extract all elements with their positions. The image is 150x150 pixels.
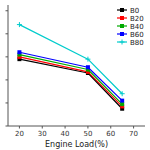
series-line xyxy=(19,57,122,107)
point xyxy=(120,102,124,106)
x-tick xyxy=(65,126,66,129)
legend-label: B20 xyxy=(130,15,144,23)
y-axis xyxy=(8,5,9,126)
legend-label: B60 xyxy=(130,31,144,39)
point xyxy=(17,22,22,27)
x-tick-label: 50 xyxy=(83,130,92,138)
point xyxy=(120,91,125,96)
y-tick xyxy=(6,102,9,103)
x-tick xyxy=(42,126,43,129)
point xyxy=(86,65,90,69)
x-tick-label: 70 xyxy=(129,130,138,138)
legend-marker xyxy=(120,16,124,20)
legend-marker xyxy=(120,32,124,36)
x-tick-label: 60 xyxy=(106,130,115,138)
x-tick-label: 40 xyxy=(61,130,70,138)
legend-label: B40 xyxy=(130,23,144,31)
x-tick xyxy=(133,126,134,129)
x-tick xyxy=(19,126,20,129)
legend-label: B0 xyxy=(130,7,139,15)
x-tick-label: 20 xyxy=(15,130,24,138)
x-axis-label: Engine Load(%) xyxy=(45,140,108,149)
series-line xyxy=(19,52,122,100)
point xyxy=(17,50,21,54)
legend-marker xyxy=(120,8,124,12)
plot-area xyxy=(17,22,125,111)
x-axis xyxy=(8,126,145,127)
x-tick-label: 30 xyxy=(38,130,47,138)
series-line xyxy=(19,25,122,94)
legend: B0B20B40B60B80 xyxy=(117,7,144,47)
x-tick xyxy=(110,126,111,129)
point xyxy=(120,99,124,103)
chart: 20 30 40 50 60 70 Engine Load(%) B0B20B40B60B80 xyxy=(0,0,150,150)
point xyxy=(85,57,90,62)
legend-label: B80 xyxy=(130,39,144,47)
y-tick xyxy=(6,56,9,57)
y-tick xyxy=(6,10,9,11)
y-tick xyxy=(6,126,9,127)
x-tick xyxy=(87,126,88,129)
y-tick xyxy=(6,33,9,34)
y-tick xyxy=(6,79,9,80)
series-line xyxy=(19,55,122,105)
legend-marker xyxy=(120,40,125,45)
legend-marker xyxy=(120,24,124,28)
series-line xyxy=(19,59,122,109)
